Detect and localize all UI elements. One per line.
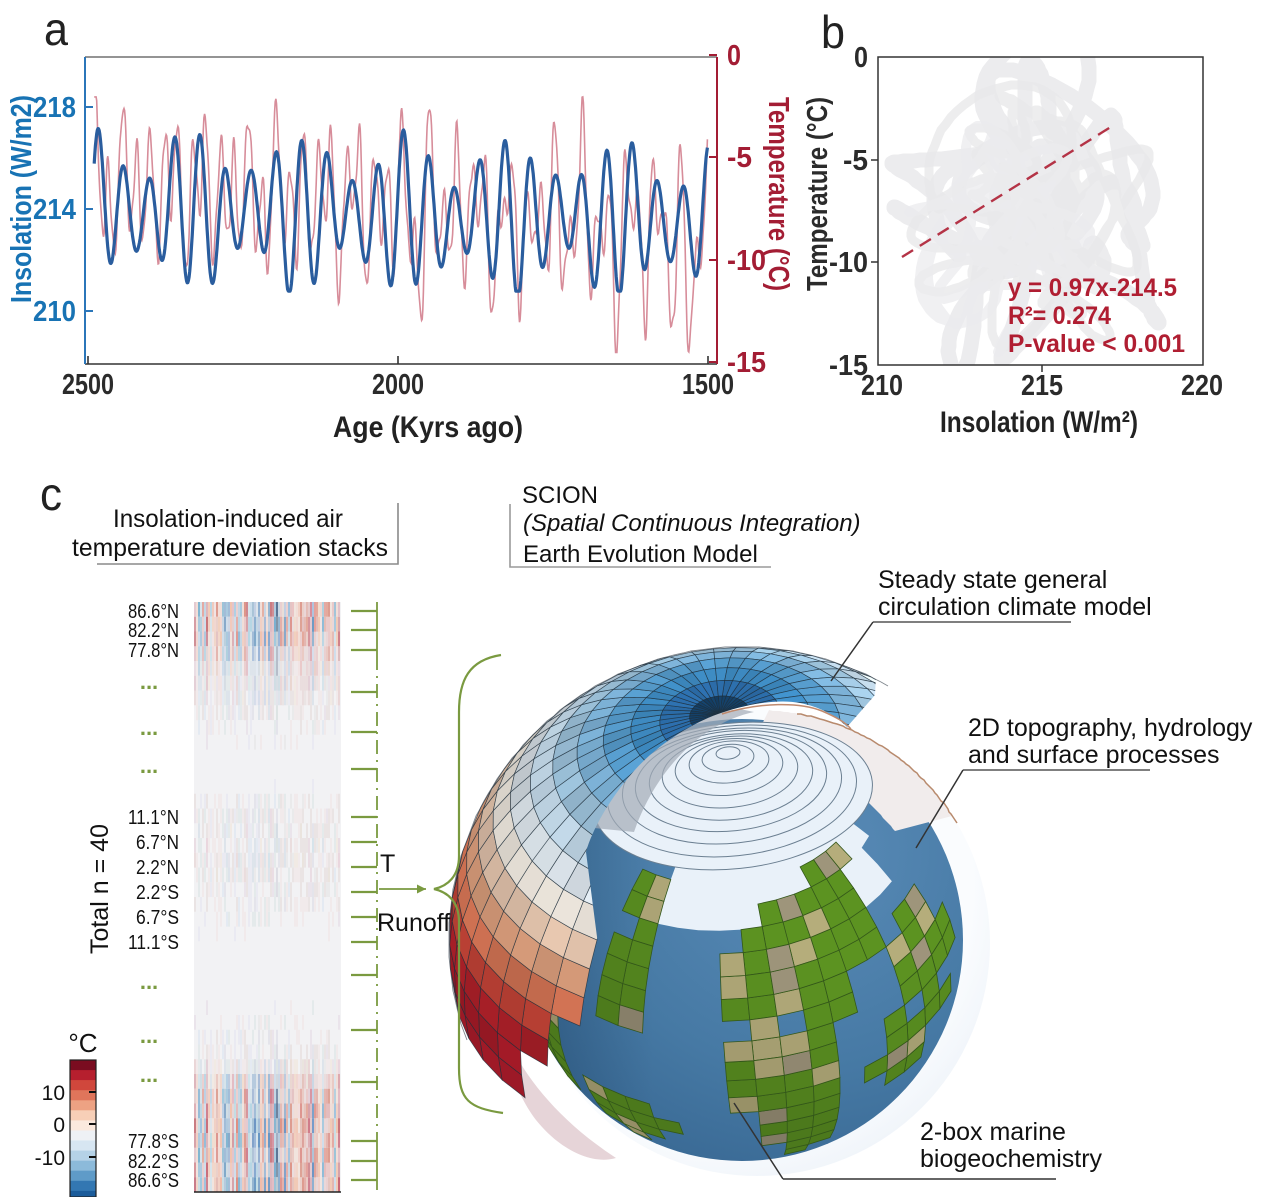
svg-text:...: ... <box>140 969 158 994</box>
svg-text:Temperature (°C): Temperature (°C) <box>802 97 834 291</box>
svg-text:-15: -15 <box>829 350 868 382</box>
svg-text:2.2°N: 2.2°N <box>136 857 179 879</box>
svg-text:a: a <box>44 3 68 55</box>
svg-text:218: 218 <box>33 92 76 124</box>
svg-text:210: 210 <box>861 370 903 402</box>
svg-text:Age (Kyrs ago): Age (Kyrs ago) <box>333 411 523 444</box>
svg-text:-5: -5 <box>843 145 868 177</box>
svg-text:Insolation-induced air: Insolation-induced air <box>113 505 343 533</box>
svg-text:...: ... <box>140 1023 158 1048</box>
svg-text:0: 0 <box>53 1114 65 1137</box>
svg-text:Total n = 40: Total n = 40 <box>86 824 114 954</box>
svg-text:-10: -10 <box>829 247 868 279</box>
svg-text:-5: -5 <box>727 142 752 174</box>
svg-text:215: 215 <box>1021 370 1063 402</box>
svg-text:SCION: SCION <box>522 482 598 509</box>
svg-text:6.7°S: 6.7°S <box>136 907 179 929</box>
svg-text:...: ... <box>140 1062 158 1087</box>
svg-text:0: 0 <box>854 42 868 74</box>
svg-text:Insolation (W/m²): Insolation (W/m²) <box>940 406 1138 439</box>
svg-text:and surface processes: and surface processes <box>968 741 1220 769</box>
svg-text:-15: -15 <box>727 347 766 379</box>
svg-text:Steady state general: Steady state general <box>878 566 1107 594</box>
svg-text:c: c <box>40 468 62 520</box>
svg-text:°C: °C <box>68 1028 97 1058</box>
svg-text:82.2°S: 82.2°S <box>128 1151 179 1173</box>
svg-text:P-value < 0.001: P-value < 0.001 <box>1008 330 1185 358</box>
svg-text:1500: 1500 <box>682 369 734 401</box>
svg-text:2500: 2500 <box>62 369 114 401</box>
svg-text:circulation climate model: circulation climate model <box>878 593 1152 621</box>
svg-text:77.8°S: 77.8°S <box>128 1131 179 1153</box>
svg-text:...: ... <box>140 753 158 778</box>
svg-text:82.2°N: 82.2°N <box>128 620 179 642</box>
svg-text:-10: -10 <box>35 1147 65 1170</box>
svg-text:220: 220 <box>1181 370 1223 402</box>
svg-text:b: b <box>821 6 845 58</box>
svg-text:2.2°S: 2.2°S <box>136 882 179 904</box>
svg-text:210: 210 <box>33 296 76 328</box>
svg-text:biogeochemistry: biogeochemistry <box>920 1145 1103 1173</box>
svg-text:11.1°S: 11.1°S <box>128 932 179 954</box>
svg-text:R²= 0.274: R²= 0.274 <box>1008 302 1111 330</box>
svg-text:6.7°N: 6.7°N <box>136 832 179 854</box>
svg-text:77.8°N: 77.8°N <box>128 640 179 662</box>
svg-text:temperature deviation stacks: temperature deviation stacks <box>72 534 388 562</box>
svg-text:10: 10 <box>42 1082 65 1105</box>
svg-text:Temperature (°C): Temperature (°C) <box>762 97 794 291</box>
svg-text:2-box marine: 2-box marine <box>920 1118 1066 1146</box>
svg-text:Earth Evolution Model: Earth Evolution Model <box>523 541 758 568</box>
svg-text:2D topography, hydrology: 2D topography, hydrology <box>968 714 1253 742</box>
svg-text:Runoff: Runoff <box>377 909 450 937</box>
svg-text:T: T <box>380 850 395 878</box>
svg-text:...: ... <box>140 669 158 694</box>
svg-text:-10: -10 <box>727 245 766 277</box>
svg-text:86.6°N: 86.6°N <box>128 601 179 623</box>
svg-text:86.6°S: 86.6°S <box>128 1170 179 1192</box>
svg-text:214: 214 <box>33 194 76 226</box>
svg-text:2000: 2000 <box>372 369 424 401</box>
svg-text:...: ... <box>140 715 158 740</box>
svg-text:(Spatial Continuous Integratio: (Spatial Continuous Integration) <box>523 510 861 537</box>
svg-text:0: 0 <box>727 40 741 72</box>
svg-text:11.1°N: 11.1°N <box>128 807 179 829</box>
svg-text:Insolation (W/m2): Insolation (W/m2) <box>6 95 38 303</box>
svg-text:y = 0.97x-214.5: y = 0.97x-214.5 <box>1008 274 1177 302</box>
